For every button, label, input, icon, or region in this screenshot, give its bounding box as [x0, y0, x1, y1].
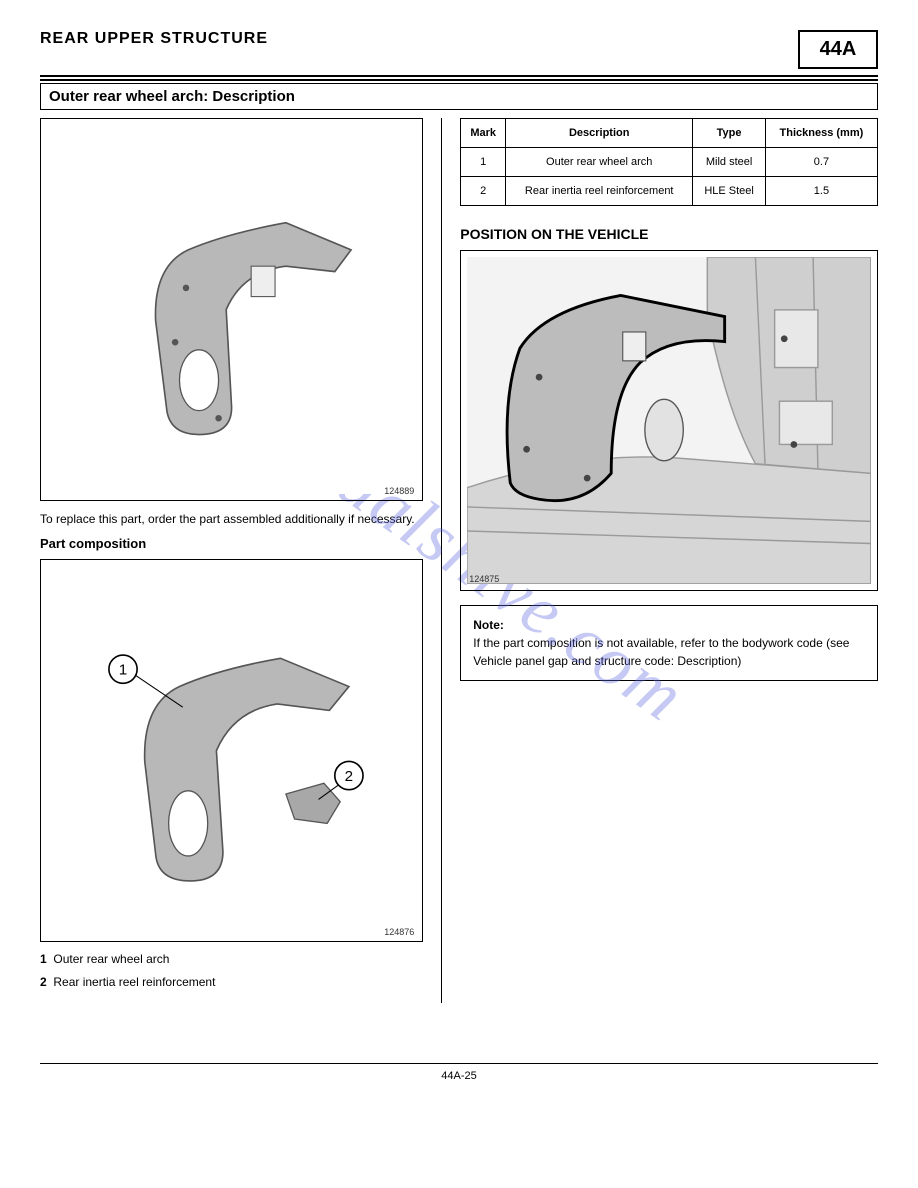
lead-text: To replace this part, order the part ass… — [40, 511, 423, 528]
cell: Outer rear wheel arch — [506, 148, 693, 177]
part-composition-heading: Part composition — [40, 536, 423, 551]
header-row: REAR UPPER STRUCTURE 44A — [40, 30, 878, 69]
two-column-layout: 124889 To replace this part, order the p… — [40, 118, 878, 1003]
figure-2-svg: 1 2 — [47, 566, 416, 935]
double-rule — [40, 75, 878, 81]
table-row: 2 Rear inertia reel reinforcement HLE St… — [461, 177, 878, 206]
cell: 2 — [461, 177, 506, 206]
th-mark: Mark — [461, 119, 506, 148]
figure-2-frame: 1 2 124876 — [40, 559, 423, 942]
cell: Rear inertia reel reinforcement — [506, 177, 693, 206]
left-column: 124889 To replace this part, order the p… — [40, 118, 442, 1003]
cell: 1 — [461, 148, 506, 177]
figure-3-frame: 124875 — [460, 250, 878, 591]
figure-1-frame: 124889 — [40, 118, 423, 501]
header-category: REAR UPPER STRUCTURE — [40, 30, 268, 48]
figure-2-id: 124876 — [384, 927, 414, 937]
th-type: Type — [693, 119, 765, 148]
svg-text:1: 1 — [119, 662, 127, 679]
figure-3-svg — [467, 257, 871, 584]
th-desc: Description — [506, 119, 693, 148]
note-text: If the part composition is not available… — [473, 636, 849, 668]
svg-text:2: 2 — [345, 768, 353, 785]
part-label: Outer rear wheel arch — [53, 952, 169, 966]
page-footer: 44A-25 — [40, 1063, 878, 1082]
cell: 1.5 — [765, 177, 877, 206]
cell: Mild steel — [693, 148, 765, 177]
th-thick: Thickness (mm) — [765, 119, 877, 148]
figure-1-svg — [47, 125, 416, 494]
figure-3-id: 124875 — [469, 574, 499, 584]
part-label: Rear inertia reel reinforcement — [53, 975, 215, 989]
note-box: Note: If the part composition is not ava… — [460, 605, 878, 681]
table-row: 1 Outer rear wheel arch Mild steel 0.7 — [461, 148, 878, 177]
figure-1-id: 124889 — [384, 486, 414, 496]
note-label: Note: — [473, 618, 504, 632]
section-heading: POSITION ON THE VEHICLE — [460, 226, 878, 242]
part-list: 1 Outer rear wheel arch 2 Rear inertia r… — [40, 950, 423, 992]
cell: 0.7 — [765, 148, 877, 177]
part-num: 1 — [40, 952, 47, 966]
part-list-item: 2 Rear inertia reel reinforcement — [40, 973, 423, 992]
page-title: Outer rear wheel arch: Description — [40, 83, 878, 110]
cell: HLE Steel — [693, 177, 765, 206]
spec-table: Mark Description Type Thickness (mm) 1 O… — [460, 118, 878, 206]
part-num: 2 — [40, 975, 47, 989]
header-code-box: 44A — [798, 30, 878, 69]
table-row: Mark Description Type Thickness (mm) — [461, 119, 878, 148]
right-column: Mark Description Type Thickness (mm) 1 O… — [442, 118, 878, 1003]
part-list-item: 1 Outer rear wheel arch — [40, 950, 423, 969]
